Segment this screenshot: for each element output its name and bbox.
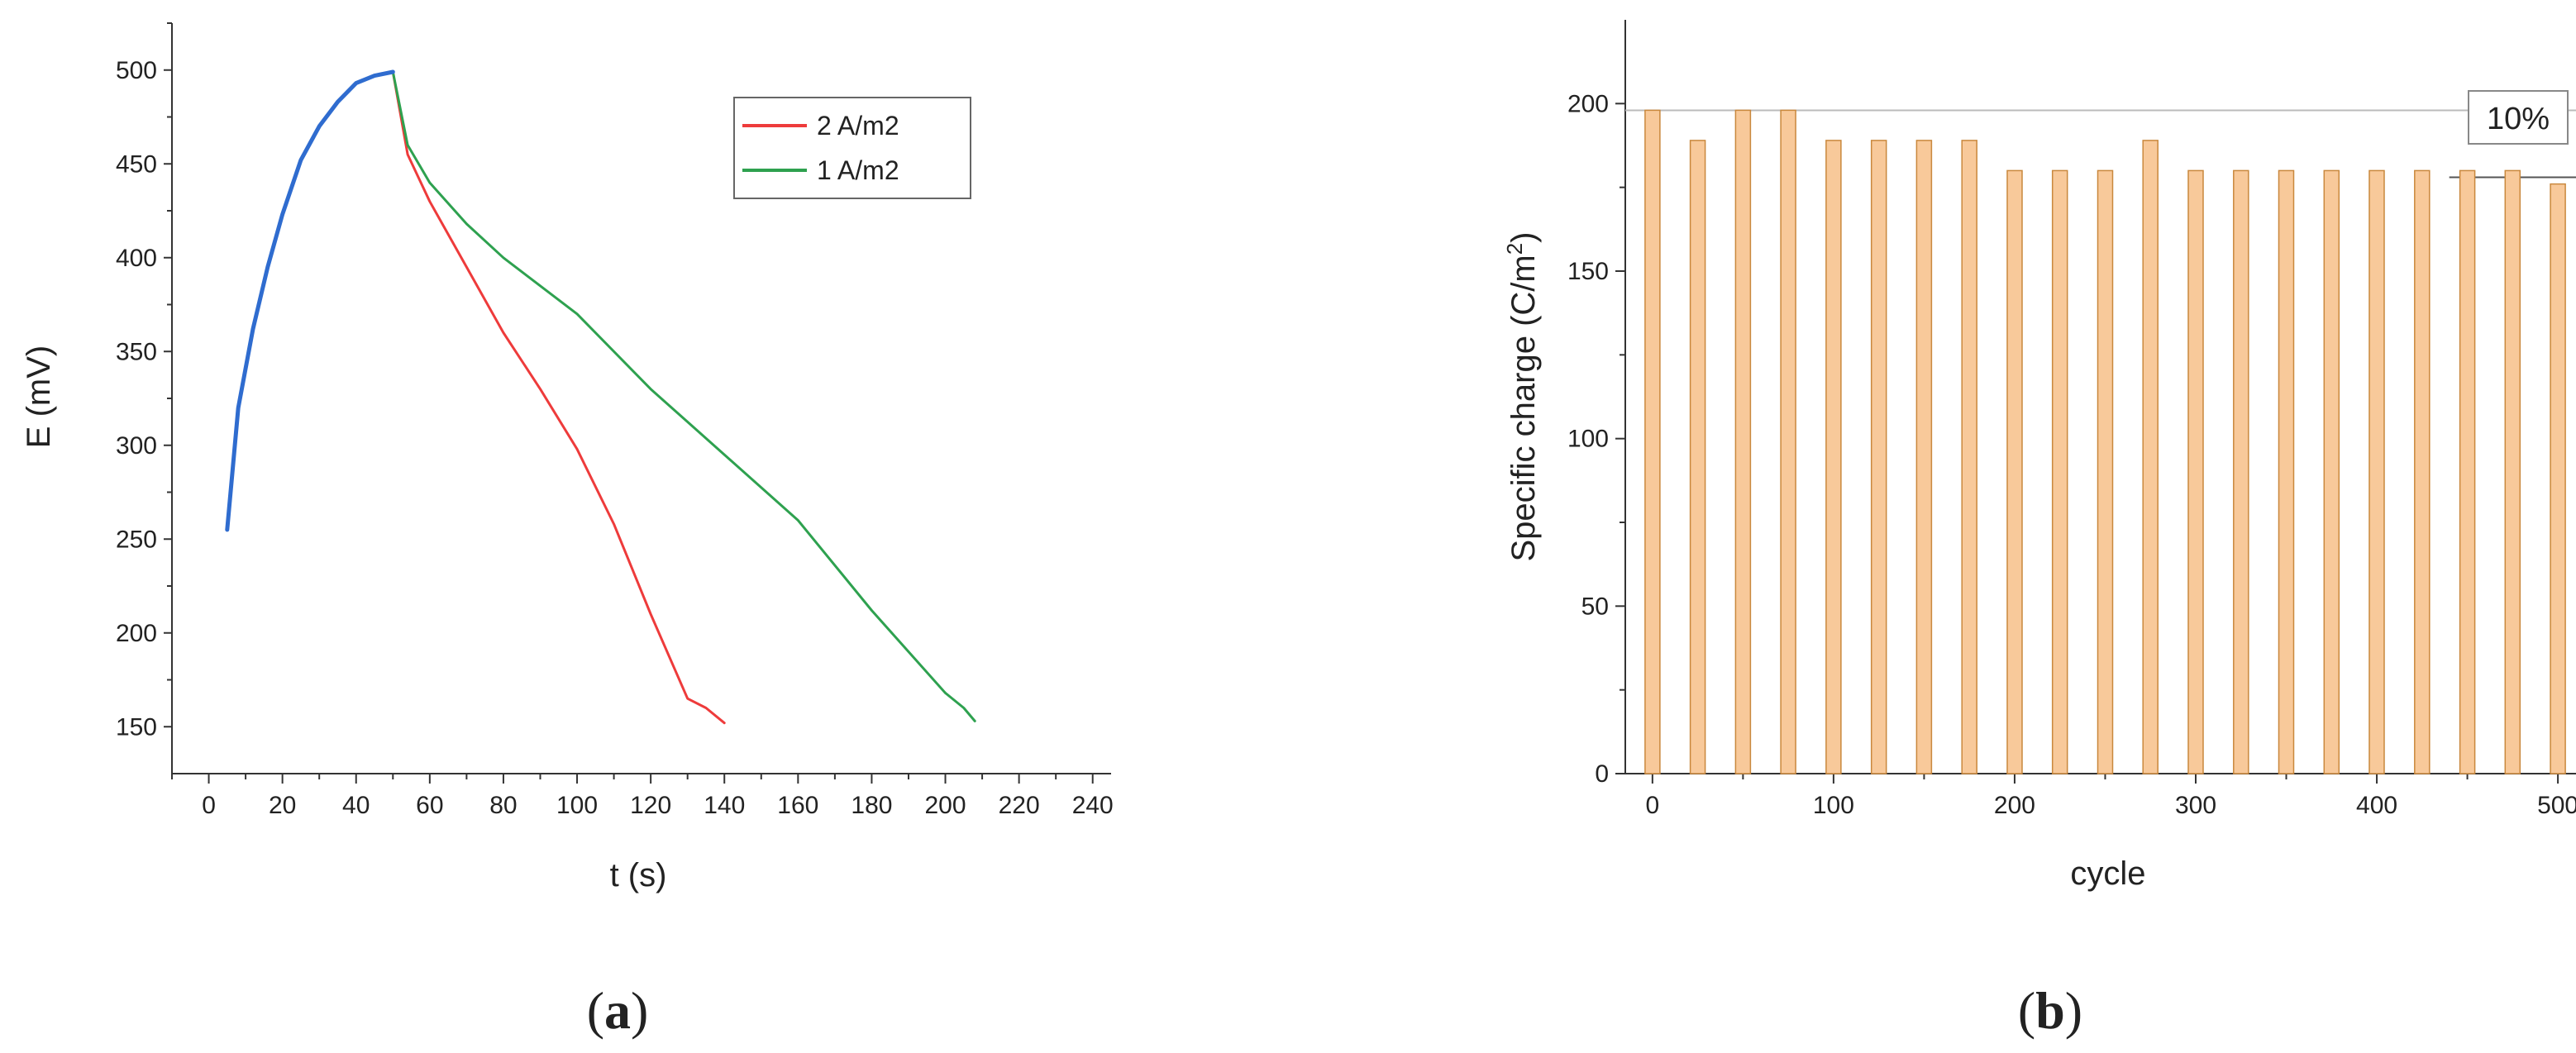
bar-cycle-100 — [1825, 140, 1842, 774]
x-tick-label: 140 — [704, 792, 745, 819]
y-tick-label: 450 — [116, 150, 157, 178]
bar-cycle-300 — [2187, 169, 2204, 774]
bar-cycle-150 — [1915, 140, 1933, 774]
x-tick-label: 20 — [269, 792, 296, 819]
panel-a-line-chart: 150 200 250 300 350 400 450 500 0 20 40 60 80 100 120… — [21, 22, 1114, 1040]
legend-box — [733, 97, 971, 199]
y-title-main: Specific charge (C/m — [1505, 255, 1542, 561]
panel-a-legend: 2 A/m2 1 A/m2 — [733, 97, 971, 199]
annotation-box — [2468, 90, 2569, 145]
y-tick-label: 0 — [1595, 760, 1609, 788]
y-tick-label: 400 — [116, 245, 157, 272]
y-tick-label: 250 — [116, 526, 157, 553]
annotation-10-percent: 10% — [2468, 90, 2569, 145]
x-tick-label: 0 — [1646, 792, 1660, 819]
y-tick-label: 200 — [116, 620, 157, 647]
panel-b-y-ticks: 0 50 100 150 200 — [1567, 90, 1625, 788]
bar-cycle-225 — [2051, 169, 2068, 774]
panel-a-series — [225, 69, 976, 725]
panel-b-y-axis-title: Specific charge (C/m2) — [1502, 231, 1542, 561]
bar-cycle-325 — [2233, 169, 2249, 774]
x-tick-label: 0 — [202, 792, 216, 819]
y-tick-label: 200 — [1567, 90, 1609, 117]
x-tick-label: 240 — [1072, 792, 1114, 819]
x-tick-label: 180 — [851, 792, 892, 819]
y-tick-label: 50 — [1581, 593, 1609, 620]
bar-cycle-0 — [1644, 109, 1661, 774]
y-tick-label: 350 — [116, 338, 157, 365]
bar-cycle-25 — [1689, 140, 1706, 774]
x-tick-label: 400 — [2356, 792, 2397, 819]
bar-cycle-475 — [2504, 169, 2521, 774]
x-tick-label: 200 — [924, 792, 966, 819]
bar-cycle-425 — [2414, 169, 2431, 774]
bar-cycle-175 — [1961, 140, 1977, 774]
y-tick-label: 150 — [116, 713, 157, 741]
bar-cycle-350 — [2278, 169, 2295, 774]
bar-cycle-50 — [1734, 109, 1752, 774]
bar-cycle-75 — [1780, 109, 1796, 774]
x-tick-label: 40 — [342, 792, 370, 819]
series-line-2am2 — [391, 70, 726, 725]
bar-cycle-200 — [2006, 169, 2023, 774]
bar-cycle-275 — [2142, 140, 2159, 774]
x-tick-label: 80 — [489, 792, 517, 819]
panel-b-x-ticks: 0 100 200 300 400 500 — [1646, 774, 2576, 819]
y-title-close: ) — [1505, 231, 1542, 242]
x-tick-label: 160 — [777, 792, 818, 819]
y-tick-label: 100 — [1567, 426, 1609, 453]
panel-a-y-ticks: 150 200 250 300 350 400 450 500 — [116, 22, 172, 741]
x-tick-label: 100 — [1813, 792, 1854, 819]
bar-cycle-400 — [2368, 169, 2385, 774]
y-title-superscript: 2 — [1502, 243, 1527, 255]
bar-cycle-500 — [2550, 183, 2566, 774]
panel-a-x-axis-title: t (s) — [610, 857, 667, 893]
bar-cycle-450 — [2459, 169, 2476, 774]
x-tick-label: 120 — [630, 792, 671, 819]
bar-cycle-375 — [2323, 169, 2340, 774]
panel-a-label: (a) — [587, 981, 649, 1040]
x-tick-label: 300 — [2175, 792, 2216, 819]
y-tick-label: 150 — [1567, 258, 1609, 285]
y-tick-label: 500 — [116, 57, 157, 84]
legend-label-2am2: 2 A/m2 — [817, 111, 899, 141]
panel-a-y-axis-title: E (mV) — [21, 345, 57, 448]
x-tick-label: 500 — [2537, 792, 2576, 819]
bar-cycle-125 — [1870, 140, 1887, 774]
series-line-1am2 — [391, 70, 976, 722]
x-tick-label: 100 — [556, 792, 598, 819]
bar-cycle-250 — [2097, 169, 2114, 774]
annotation-label: 10% — [2487, 102, 2550, 136]
legend-label-1am2: 1 A/m2 — [817, 155, 899, 185]
panel-b-x-axis-title: cycle — [2070, 855, 2145, 892]
x-tick-label: 220 — [999, 792, 1040, 819]
x-tick-label: 60 — [416, 792, 443, 819]
series-line-charge — [225, 69, 395, 532]
panel-b-label: (b) — [2018, 981, 2082, 1040]
panel-b-bars — [1644, 109, 2566, 774]
y-tick-label: 300 — [116, 432, 157, 460]
panel-a-x-ticks: 0 20 40 60 80 100 120 140 160 180 200 220 240 — [171, 774, 1114, 819]
x-tick-label: 200 — [1994, 792, 2035, 819]
